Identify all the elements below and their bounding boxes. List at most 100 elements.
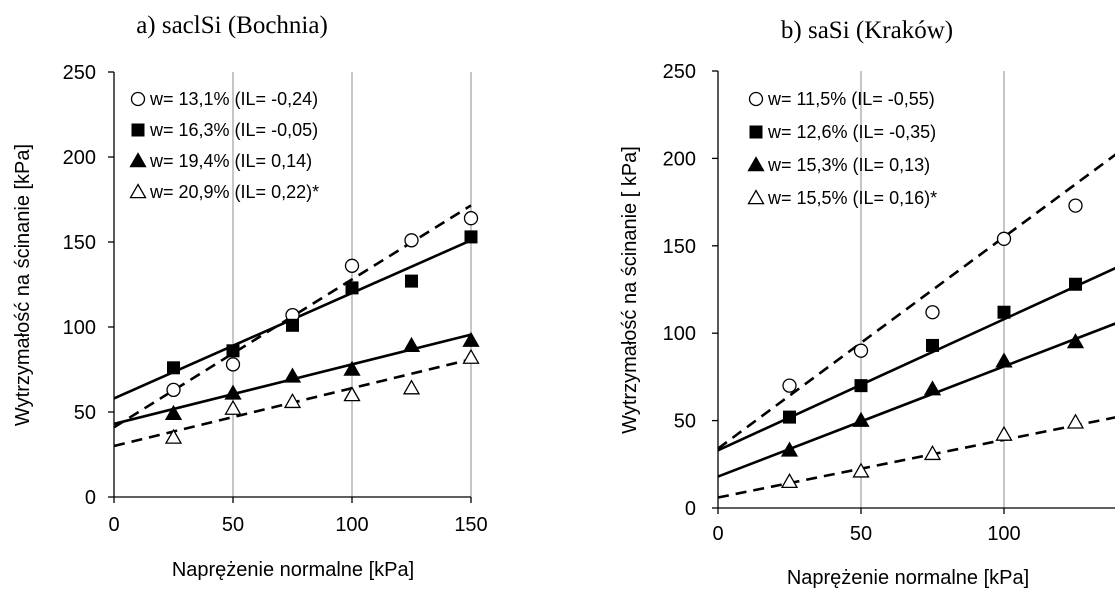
- chart-a-point-s1: [166, 382, 181, 398]
- chart-b-point-s2: [926, 338, 939, 352]
- chart-a-legend-label: w= 20,9% (IL= 0,22)*: [149, 182, 319, 202]
- chart-b-ytick-label: 250: [663, 61, 696, 83]
- chart-a-xtick-label: 50: [222, 514, 244, 536]
- chart-a-legend-marker-2: [131, 123, 145, 137]
- chart-a-point-s2: [405, 274, 418, 288]
- chart-a-point-s3: [402, 336, 421, 352]
- chart-b-legend-label: w= 15,5% (IL= 0,16)*: [767, 188, 937, 208]
- chart-b-legend-marker-3: [747, 156, 765, 172]
- chart-b-legend: w= 11,5% (IL= -0,55) w= 12,6% (IL= -0,35…: [747, 89, 937, 208]
- chart-b-point-s3: [780, 441, 799, 457]
- chart-a-x-ticks: 0 50 100 150: [108, 497, 488, 536]
- chart-a-point-s4: [343, 386, 361, 402]
- chart-a: a) saclSi (Bochnia) 0 50 100 150 200 250: [12, 12, 488, 581]
- chart-a-legend-marker-4: [129, 183, 147, 199]
- chart-a-legend-marker-1: [130, 91, 146, 107]
- chart-a-point-s2: [167, 361, 180, 375]
- chart-a-xtick-label: 0: [108, 514, 119, 536]
- chart-a-legend-label: w= 13,1% (IL= -0,24): [149, 89, 318, 109]
- chart-a-point-s2: [226, 344, 240, 358]
- chart-a-legend-label: w= 16,3% (IL= -0,05): [149, 120, 318, 140]
- chart-a-ytick-label: 200: [63, 147, 96, 169]
- chart-b-x-ticks: 0 50 100 150: [712, 508, 1021, 545]
- chart-a-ytick-label: 250: [63, 62, 96, 84]
- chart-a-data-points: [164, 211, 480, 444]
- chart-b-legend-marker-2: [749, 125, 763, 139]
- chart-a-ytick-label: 50: [74, 402, 96, 424]
- chart-b-y-ticks: 0 50 100 150 200 250: [663, 61, 718, 520]
- chart-b-ytick-label: 0: [685, 498, 696, 520]
- chart-a-point-s1: [404, 233, 419, 248]
- chart-b-point-s4: [995, 425, 1013, 441]
- chart-a-point-s1: [225, 357, 241, 372]
- chart-b-point-s1: [996, 231, 1012, 246]
- chart-b-point-s2: [854, 379, 868, 393]
- chart-b-legend-label: w= 11,5% (IL= -0,55): [767, 89, 935, 109]
- chart-a-point-s3: [224, 384, 242, 400]
- chart-a-y-ticks: 0 50 100 150 200 250: [63, 62, 114, 509]
- chart-b-point-s3: [1066, 333, 1085, 349]
- chart-b-ytick-label: 100: [663, 323, 696, 345]
- chart-b-point-s3: [852, 411, 870, 427]
- chart-b-legend-label: w= 12,6% (IL= -0,35): [767, 122, 936, 142]
- chart-a-legend-markers: [129, 91, 147, 199]
- chart-a-point-s2: [286, 318, 299, 332]
- chart-a-point-s2: [464, 230, 478, 244]
- chart-a-point-s2: [345, 281, 359, 295]
- chart-b-point-s1: [925, 305, 940, 320]
- chart-a-point-s1: [344, 258, 360, 273]
- chart-b-ytick-label: 50: [674, 411, 696, 433]
- chart-b-ytick-label: 150: [663, 236, 696, 258]
- chart-a-xtick-label: 150: [454, 514, 487, 536]
- chart-a-point-s4: [402, 379, 421, 395]
- chart-b-point-s2: [1069, 277, 1082, 291]
- chart-b-point-s4: [923, 445, 942, 461]
- chart-b-legend-label: w= 15,3% (IL= 0,13): [767, 155, 930, 175]
- chart-b-xtick-label: 0: [712, 523, 723, 545]
- chart-a-ytick-label: 100: [63, 317, 96, 339]
- chart-b-point-s3: [923, 380, 942, 396]
- chart-b-data-points: [780, 198, 1085, 489]
- chart-a-title: a) saclSi (Bochnia): [136, 12, 328, 39]
- chart-b-trendline-3: [717, 322, 1115, 478]
- chart-b-xtick-label: 100: [987, 523, 1020, 545]
- chart-b: b) saSi (Kraków) 0 50 100 150 200 250: [619, 17, 1115, 589]
- chart-b-x-axis-label: Naprężenie normalne [kPa]: [787, 567, 1029, 589]
- chart-a-xtick-label: 100: [335, 514, 368, 536]
- chart-b-point-s2: [783, 410, 796, 424]
- chart-a-legend-label: w= 19,4% (IL= 0,14): [149, 151, 312, 171]
- chart-a-point-s4: [164, 428, 183, 444]
- chart-b-point-s3: [995, 352, 1013, 368]
- chart-a-ytick-label: 150: [63, 232, 96, 254]
- chart-a-point-s3: [283, 367, 302, 383]
- chart-b-legend-marker-4: [747, 189, 765, 205]
- chart-b-point-s2: [997, 305, 1011, 319]
- chart-a-ytick-label: 0: [85, 487, 96, 509]
- chart-b-xtick-label: 50: [850, 523, 872, 545]
- chart-a-x-axis-label: Naprężenie normalne [kPa]: [172, 559, 414, 581]
- chart-b-trendlines: [717, 153, 1115, 499]
- chart-a-point-s4: [462, 348, 480, 364]
- chart-b-point-s1: [782, 378, 797, 393]
- chart-a-legend-marker-3: [129, 152, 147, 168]
- chart-b-point-s4: [852, 462, 870, 478]
- chart-b-point-s4: [1066, 413, 1085, 429]
- chart-b-ytick-label: 200: [663, 148, 696, 170]
- chart-b-point-s1: [1068, 198, 1083, 213]
- chart-a-point-s4: [283, 392, 302, 409]
- chart-b-legend-marker-1: [748, 91, 764, 107]
- chart-a-point-s3: [164, 404, 183, 420]
- chart-b-trendline-2: [717, 266, 1115, 452]
- chart-a-point-s3: [343, 360, 361, 376]
- chart-a-point-s4: [224, 399, 242, 415]
- chart-b-title: b) saSi (Kraków): [781, 17, 953, 44]
- chart-b-point-s4: [780, 472, 799, 489]
- chart-b-point-s1: [853, 343, 869, 358]
- chart-a-point-s3: [462, 331, 480, 347]
- chart-b-y-axis-label: Wytrzymałość na ścinanie [ kPa]: [619, 146, 641, 434]
- chart-a-y-axis-label: Wytrzymałość na ścinanie [kPa]: [12, 144, 34, 426]
- chart-b-legend-markers: [747, 91, 765, 205]
- chart-a-point-s1: [463, 211, 479, 226]
- chart-a-legend: w= 13,1% (IL= -0,24) w= 16,3% (IL= -0,05…: [129, 89, 319, 202]
